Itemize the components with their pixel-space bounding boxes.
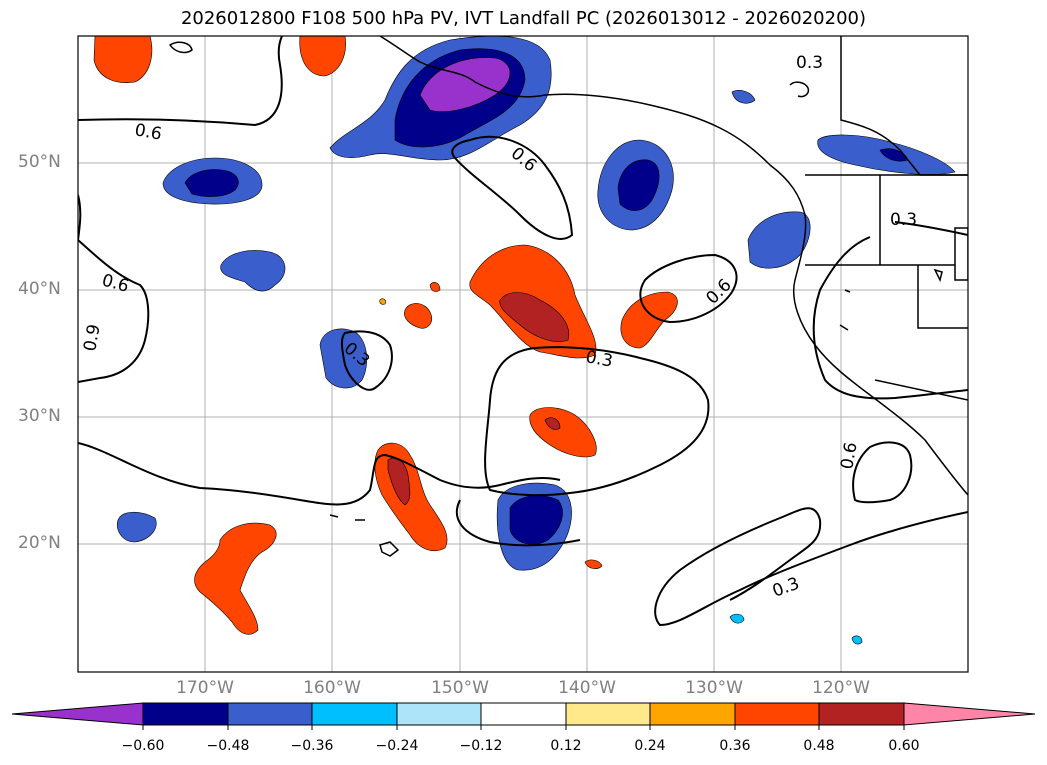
colorbar-segment <box>649 702 736 726</box>
contour-label: 0.3 <box>796 53 823 73</box>
colorbar-tick-label: 0.60 <box>888 738 920 754</box>
contour-lines <box>78 36 968 627</box>
lon-label: 160°W <box>303 678 361 698</box>
contour-label: 0.6 <box>837 441 861 471</box>
contour-label: 0.9 <box>80 323 104 353</box>
colorbar-tick-label: 0.12 <box>550 738 582 754</box>
contour-label: 0.6 <box>100 271 131 297</box>
colorbar-segment <box>142 702 229 726</box>
contour-label: 0.3 <box>584 347 614 371</box>
colorbar-segment <box>734 702 820 726</box>
colorbar-segment <box>311 702 398 726</box>
lat-label: 40°N <box>18 279 61 299</box>
colorbar-extend-low <box>11 702 144 726</box>
lon-label: 130°W <box>685 678 743 698</box>
lat-label: 20°N <box>18 533 61 553</box>
colorbar-segment <box>480 702 567 726</box>
lon-label: 140°W <box>558 678 616 698</box>
colorbar-segment <box>818 702 905 726</box>
colorbar-tick-label: −0.12 <box>459 738 503 754</box>
colorbar-segment <box>565 702 651 726</box>
lon-label: 120°W <box>812 678 870 698</box>
map-frame <box>77 35 969 673</box>
colorbar-segment <box>396 702 482 726</box>
lon-label: 150°W <box>431 678 489 698</box>
lat-label: 30°N <box>18 406 61 426</box>
contour-label: 0.6 <box>133 120 163 144</box>
colorbar-tick-label: 0.36 <box>719 738 751 754</box>
colorbar-tick-label: −0.48 <box>206 738 250 754</box>
colorbar-tick-label: 0.24 <box>634 738 666 754</box>
lon-label: 170°W <box>176 678 234 698</box>
positive-pv-regions <box>93 36 678 635</box>
coastlines <box>168 36 968 557</box>
colorbar-tick-label: −0.36 <box>290 738 334 754</box>
contour-label: 0.6 <box>702 275 735 308</box>
contour-label: 0.6 <box>507 144 541 177</box>
colorbar-extend-high <box>903 702 1036 726</box>
negative-pv-regions <box>117 36 956 645</box>
colorbar-tick-label: 0.48 <box>803 738 835 754</box>
contour-label: 0.3 <box>770 574 802 602</box>
colorbar-tick-label: −0.24 <box>375 738 419 754</box>
lat-label: 50°N <box>18 152 61 172</box>
contour-label: 0.3 <box>890 210 917 230</box>
colorbar <box>11 702 1036 730</box>
map-title: 2026012800 F108 500 hPa PV, IVT Landfall… <box>180 8 867 29</box>
colorbar-tick-label: −0.60 <box>121 738 165 754</box>
colorbar-segment <box>227 702 313 726</box>
